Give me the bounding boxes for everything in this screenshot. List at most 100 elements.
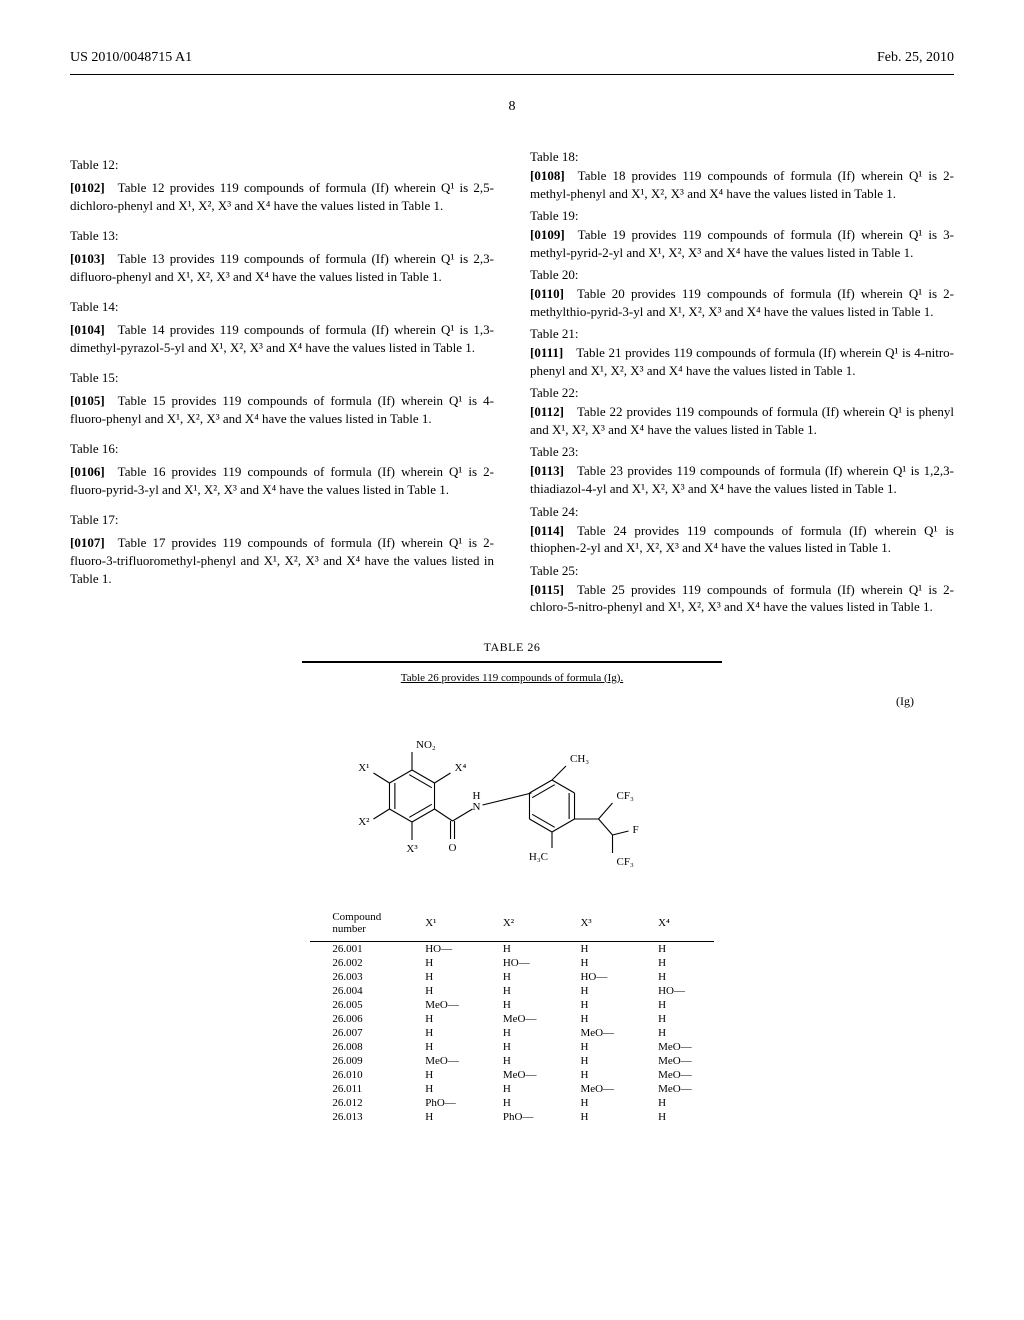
svg-text:CF₃: CF₃ <box>617 790 634 802</box>
svg-text:X³: X³ <box>406 843 418 855</box>
table-row: 26.009MeO—HHMeO— <box>310 1054 713 1068</box>
table-cell: H <box>558 1040 636 1054</box>
table-cell: H <box>481 941 559 956</box>
table-cell: H <box>558 998 636 1012</box>
svg-text:H₃C: H₃C <box>529 851 548 863</box>
paragraph-number: [0105] <box>70 393 105 408</box>
svg-text:H: H <box>473 790 481 802</box>
compound-table: CompoundnumberX¹X²X³X⁴ 26.001HO—HHH26.00… <box>310 905 713 1124</box>
paragraph-number: [0110] <box>530 286 564 301</box>
svg-text:X¹: X¹ <box>358 762 369 774</box>
table-cell: H <box>481 998 559 1012</box>
table-label: Table 20: <box>530 267 954 283</box>
table-body: 26.001HO—HHH26.002HHO—HH26.003HHHO—H26.0… <box>310 941 713 1124</box>
table-cell: MeO— <box>558 1082 636 1096</box>
table-cell: 26.001 <box>310 941 403 956</box>
table-cell: H <box>558 1068 636 1082</box>
paragraph-number: [0103] <box>70 251 105 266</box>
paragraph: [0106] Table 16 provides 119 compounds o… <box>70 463 494 498</box>
table-label: Table 13: <box>70 228 494 244</box>
table-cell: H <box>403 1068 481 1082</box>
paragraph: [0110] Table 20 provides 119 compounds o… <box>530 285 954 320</box>
table-cell: HO— <box>403 941 481 956</box>
table-cell: MeO— <box>403 998 481 1012</box>
table-row: 26.007HHMeO—H <box>310 1026 713 1040</box>
table-cell: H <box>636 941 714 956</box>
svg-text:N: N <box>473 801 481 813</box>
patent-number: US 2010/0048715 A1 <box>70 50 192 66</box>
paragraph: [0115] Table 25 provides 119 compounds o… <box>530 581 954 616</box>
table-row: 26.004HHHHO— <box>310 984 713 998</box>
table-cell: H <box>558 1110 636 1124</box>
table-cell: MeO— <box>403 1054 481 1068</box>
table-cell: PhO— <box>481 1110 559 1124</box>
table-label: Table 25: <box>530 563 954 579</box>
table-label: Table 14: <box>70 299 494 315</box>
table-label: Table 19: <box>530 208 954 224</box>
paragraph-number: [0102] <box>70 180 105 195</box>
paragraph-number: [0104] <box>70 322 105 337</box>
table-cell: MeO— <box>481 1068 559 1082</box>
paragraph: [0114] Table 24 provides 119 compounds o… <box>530 522 954 557</box>
table-cell: 26.006 <box>310 1012 403 1026</box>
paragraph-number: [0106] <box>70 464 105 479</box>
table-label: Table 23: <box>530 444 954 460</box>
table-cell: MeO— <box>636 1040 714 1054</box>
paragraph-number: [0111] <box>530 345 563 360</box>
table-cell: 26.004 <box>310 984 403 998</box>
page-header: US 2010/0048715 A1 Feb. 25, 2010 <box>70 50 954 66</box>
table-cell: H <box>481 984 559 998</box>
table-cell: H <box>481 970 559 984</box>
table-26-block: TABLE 26 Table 26 provides 119 compounds… <box>70 640 954 1124</box>
table-cell: H <box>403 984 481 998</box>
paragraph-number: [0112] <box>530 404 564 419</box>
table-label: Table 12: <box>70 157 494 173</box>
svg-text:CF₃: CF₃ <box>617 856 634 868</box>
table-cell: 26.012 <box>310 1096 403 1110</box>
paragraph: [0112] Table 22 provides 119 compounds o… <box>530 403 954 438</box>
paragraph-number: [0113] <box>530 463 564 478</box>
table-cell: H <box>636 1026 714 1040</box>
table-cell: H <box>403 1082 481 1096</box>
table-cell: H <box>481 1054 559 1068</box>
paragraph-number: [0108] <box>530 168 565 183</box>
table-cell: H <box>636 1096 714 1110</box>
table-cell: HO— <box>558 970 636 984</box>
right-column: Table 18: [0108] Table 18 provides 119 co… <box>530 143 954 618</box>
paragraph: [0108] Table 18 provides 119 compounds o… <box>530 167 954 202</box>
table-cell: H <box>403 1110 481 1124</box>
svg-text:X⁴: X⁴ <box>455 762 467 774</box>
table-row: 26.005MeO—HHH <box>310 998 713 1012</box>
paragraph: [0111] Table 21 provides 119 compounds o… <box>530 344 954 379</box>
svg-text:CH₃: CH₃ <box>570 753 589 765</box>
table-cell: H <box>558 1012 636 1026</box>
paragraph: [0109] Table 19 provides 119 compounds o… <box>530 226 954 261</box>
table-row: 26.001HO—HHH <box>310 941 713 956</box>
col-header: X⁴ <box>636 905 714 942</box>
table-row: 26.010HMeO—HMeO— <box>310 1068 713 1082</box>
svg-text:X²: X² <box>358 816 370 828</box>
table-row: 26.011HHMeO—MeO— <box>310 1082 713 1096</box>
table-cell: MeO— <box>636 1068 714 1082</box>
table-cell: H <box>558 984 636 998</box>
table-cell: H <box>481 1082 559 1096</box>
table-cell: 26.008 <box>310 1040 403 1054</box>
col-header: Compoundnumber <box>310 905 403 942</box>
table-label: Table 21: <box>530 326 954 342</box>
table-cell: H <box>636 1012 714 1026</box>
table-label: Table 18: <box>530 149 954 165</box>
col-header: X³ <box>558 905 636 942</box>
table-label: Table 17: <box>70 512 494 528</box>
content-columns: Table 12:[0102] Table 12 provides 119 co… <box>70 143 954 618</box>
table-row: 26.008HHHMeO— <box>310 1040 713 1054</box>
table-cell: 26.009 <box>310 1054 403 1068</box>
table-cell: MeO— <box>481 1012 559 1026</box>
svg-text:O: O <box>449 842 457 854</box>
table-row: 26.013HPhO—HH <box>310 1110 713 1124</box>
svg-text:F: F <box>633 824 639 836</box>
table-cell: HO— <box>481 956 559 970</box>
table-cell: H <box>636 998 714 1012</box>
paragraph: [0103] Table 13 provides 119 compounds o… <box>70 250 494 285</box>
table-cell: H <box>481 1040 559 1054</box>
paragraph-number: [0107] <box>70 535 105 550</box>
